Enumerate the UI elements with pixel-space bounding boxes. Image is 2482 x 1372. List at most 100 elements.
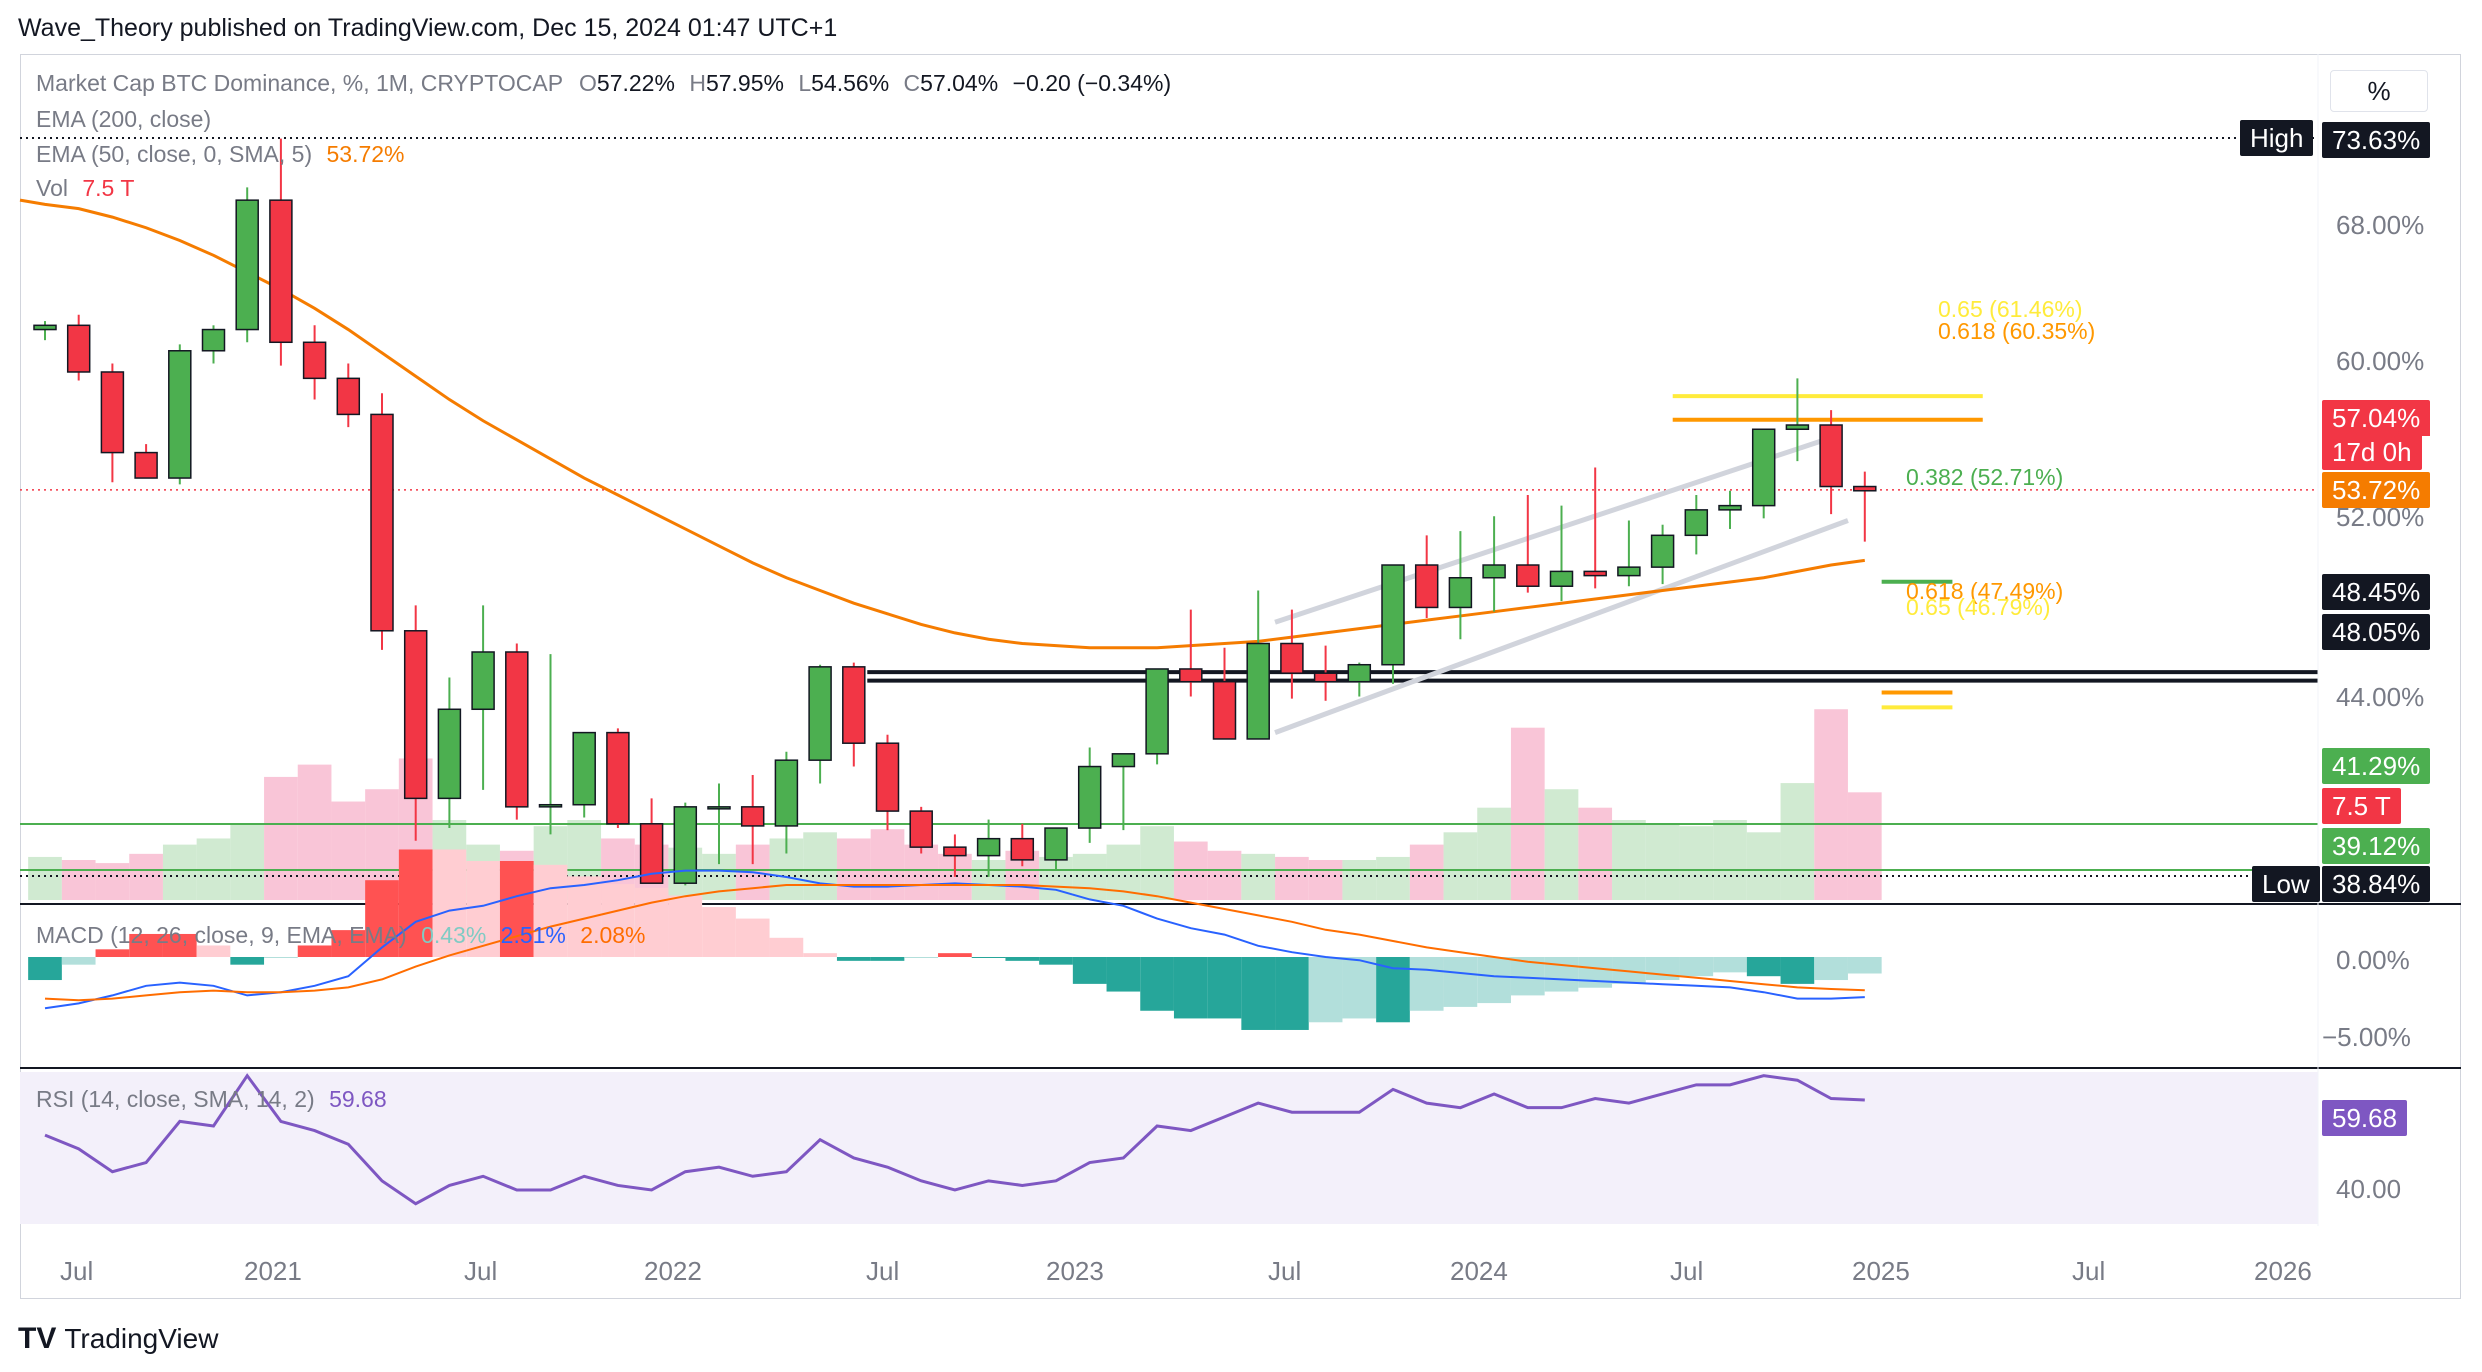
symbol-legend[interactable]: Market Cap BTC Dominance, %, 1M, CRYPTOC… (36, 70, 1171, 97)
macd-histogram-bar (1140, 957, 1174, 1011)
high-tag-value: 73.63% (2322, 122, 2431, 158)
volume-bar (95, 863, 130, 900)
candle-body (1044, 827, 1068, 861)
volume-bar (1376, 856, 1410, 900)
time-tick: 2022 (644, 1256, 702, 1286)
chart-frame[interactable] (20, 54, 2461, 1299)
macd-histogram-bar (365, 880, 399, 957)
macd-histogram-bar (466, 861, 500, 957)
volume-bar (1814, 709, 1848, 900)
volume-bar (28, 856, 62, 900)
volume-bar (162, 844, 197, 900)
percent-scale-button[interactable]: % (2330, 70, 2428, 112)
level-tag: 48.45% (2322, 574, 2431, 610)
candle-body (505, 651, 529, 808)
candle-body (1617, 566, 1641, 577)
tradingview-brand[interactable]: TV TradingView (18, 1322, 218, 1356)
macd-histogram-bar (1847, 957, 1882, 974)
open-label: O (579, 70, 597, 96)
candle-body (976, 837, 1001, 857)
candle-body (1516, 564, 1540, 587)
candle-body (269, 199, 293, 344)
candle-body (1077, 765, 1102, 829)
macd-histogram-bar (264, 957, 298, 958)
candle-body (1010, 837, 1035, 861)
macd-histogram-bar (1005, 957, 1040, 961)
rsi-value: 59.68 (329, 1086, 387, 1112)
candle-body (471, 651, 495, 711)
volume-bar (230, 823, 265, 900)
macd-histogram-bar (702, 907, 736, 957)
ema50-line (19, 198, 1866, 650)
rsi-tag: 59.68 (2322, 1100, 2408, 1136)
macd-histogram-bar (432, 849, 467, 957)
volume-bar (1443, 832, 1478, 900)
macd-histogram-bar (331, 930, 366, 957)
ema50-tag: 53.72% (2322, 472, 2431, 508)
volume-bar (1612, 820, 1646, 900)
volume-bar (1207, 850, 1242, 900)
volume-bar (803, 832, 837, 900)
candle-body (235, 199, 259, 331)
macd-value: 2.51% (500, 922, 566, 948)
candle-body (774, 759, 799, 827)
volume-bar (1477, 807, 1511, 900)
candle-body (1212, 680, 1237, 740)
candle-body (875, 742, 900, 812)
rsi-legend[interactable]: RSI (14, close, SMA, 14, 2) 59.68 (36, 1086, 387, 1113)
time-tick: 2021 (244, 1256, 302, 1286)
macd-histogram-bar (1814, 957, 1848, 981)
candle-body (673, 806, 698, 884)
macd-histogram-bar (1746, 957, 1781, 977)
candle-body (336, 377, 361, 416)
volume-bar (331, 801, 366, 900)
ema50-legend[interactable]: EMA (50, close, 0, SMA, 5) 53.72% (36, 141, 405, 168)
macd-histogram-bar (28, 957, 62, 981)
fib-label: 0.618 (60.35%) (1938, 318, 2096, 344)
macd-tick: 0.00% (2336, 945, 2410, 975)
candle-body (1381, 564, 1405, 666)
price-tick: 44.00% (2336, 682, 2425, 712)
time-tick: 2025 (1852, 1256, 1910, 1286)
signal-line (44, 884, 1865, 1002)
macd-histogram-bar (1713, 957, 1747, 973)
volume-tag: 7.5 T (2322, 788, 2401, 824)
macd-histogram-bar (499, 861, 534, 957)
candle-body (1280, 642, 1304, 674)
macd-label: MACD (12, 26, close, 9, EMA, EMA) (36, 922, 407, 948)
volume-legend[interactable]: Vol 7.5 T (36, 175, 134, 202)
time-tick: 2023 (1046, 1256, 1104, 1286)
ema50-label: EMA (50, close, 0, SMA, 5) (36, 141, 313, 167)
candle-body (168, 350, 192, 479)
candle-body (707, 806, 731, 810)
price-tick: 60.00% (2336, 346, 2425, 376)
volume-bar (297, 764, 332, 900)
candle-body (1549, 570, 1574, 587)
candle-body (33, 324, 57, 331)
macd-histogram-bar (904, 957, 939, 958)
time-tick: Jul (60, 1256, 94, 1286)
candle-body (100, 371, 125, 454)
candle-body (1448, 576, 1473, 609)
macd-histogram-bar (668, 895, 703, 957)
candle-body (66, 324, 91, 373)
close-label: C (903, 70, 921, 96)
candle-body (909, 810, 933, 848)
ema200-legend[interactable]: EMA (200, close) (36, 106, 212, 132)
volume-bar (904, 844, 939, 900)
volume-bar (1510, 727, 1545, 900)
macd-histogram-bar (297, 945, 332, 957)
macd-histogram-bar (938, 953, 972, 957)
macd-legend[interactable]: MACD (12, 26, close, 9, EMA, EMA) 0.43% … (36, 922, 646, 949)
close-value: 57.04% (920, 70, 999, 96)
macd-histogram-bar (1072, 957, 1107, 984)
macd-histogram-bar (735, 918, 770, 957)
channel-line (1274, 435, 1832, 625)
candle-body (808, 666, 832, 761)
candle-body (740, 806, 765, 827)
macd-histogram-bar (1477, 957, 1511, 1004)
volume-bar (264, 776, 298, 900)
vol-label: Vol (36, 175, 68, 201)
candle-body (1145, 668, 1169, 755)
